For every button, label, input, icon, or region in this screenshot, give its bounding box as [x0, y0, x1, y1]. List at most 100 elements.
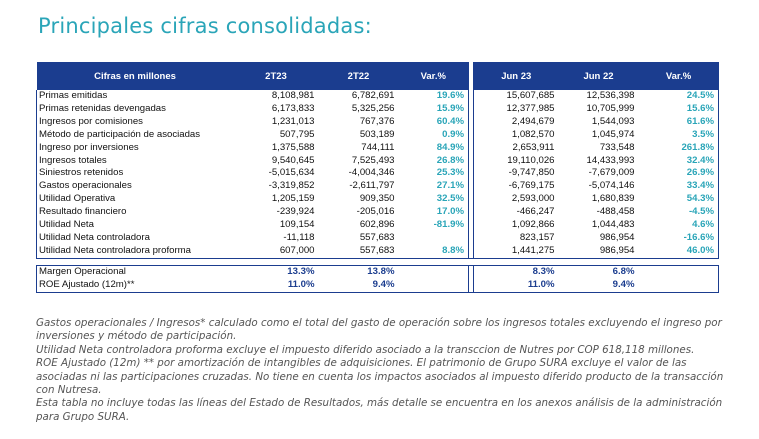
cell-value: 15.9%: [436, 102, 464, 114]
column-gap: [468, 219, 474, 232]
financial-table-container: Cifras en millones 2T23 2T22 Var.% Jun 23 Jun…: [36, 62, 719, 293]
cell-value: -5,015,634: [268, 167, 315, 179]
cell-value: 6,173,833: [271, 102, 315, 114]
cell-value: 909,350: [359, 193, 395, 205]
cell-value: 607,000: [233, 244, 319, 259]
cell-value: 26.8%: [436, 154, 464, 166]
row-label: Ingreso por inversiones: [36, 141, 234, 155]
cell-value: 17.0%: [436, 206, 464, 218]
cell-value: 767,376: [359, 115, 395, 127]
cell-value: 557,683: [318, 244, 399, 259]
cell-value: 10,705,999: [586, 102, 635, 114]
cell-value: [398, 278, 469, 293]
table-row: Método de participación de asociadas 507,…: [36, 128, 719, 142]
row-label: Utilidad Neta controladora: [36, 231, 234, 245]
cell-value: 25.3%: [436, 167, 464, 179]
footnote: Gastos operacionales / Ingresos* calcula…: [36, 317, 722, 343]
cell-value: 0.9%: [442, 128, 464, 140]
column-gap: [468, 278, 474, 293]
cell-value: 8,108,981: [271, 90, 315, 101]
table-row: Utilidad Neta 109,154 602,896 -81.9% 1,092,8…: [36, 219, 719, 232]
table-row: Ingresos por comisiones 1,231,013 767,376 6…: [36, 115, 719, 129]
column-gap: [468, 180, 474, 194]
cell-value: -2,611,797: [349, 180, 395, 192]
cell-value: -488,458: [596, 206, 635, 218]
cell-value: 109,154: [279, 219, 315, 231]
column-gap: [468, 102, 474, 116]
column-header: Cifras en millones: [36, 62, 234, 90]
cell-value: 19,110,026: [507, 154, 555, 166]
cell-value: 84.9%: [436, 141, 464, 153]
cell-value: 46.0%: [638, 244, 719, 259]
row-label: Utilidad Neta: [36, 219, 234, 232]
margin-row: ROE Ajustado (12m)** 11.0% 9.4% 11.0% 9.4%: [36, 278, 719, 293]
cell-value: 15.6%: [638, 102, 719, 116]
cell-value: 1,045,974: [591, 128, 635, 140]
cell-value: 1,044,483: [591, 219, 635, 231]
cell-value: 32.4%: [638, 154, 719, 168]
cell-value: -205,016: [356, 206, 395, 218]
row-label: Gastos operacionales: [36, 180, 234, 194]
cell-value: 12,536,398: [586, 90, 635, 101]
row-label: Siniestros retenidos: [36, 167, 234, 181]
column-gap: [468, 90, 474, 103]
cell-value: -3,319,852: [268, 180, 315, 192]
column-gap: [468, 115, 474, 129]
cell-value: 8.8%: [398, 244, 469, 259]
cell-value: -7,679,009: [588, 167, 635, 179]
cell-value: 9.4%: [558, 278, 639, 293]
cell-value: [398, 264, 469, 279]
cell-value: 1,205,159: [271, 193, 315, 205]
column-gap: [468, 167, 474, 181]
cell-value: -6,769,175: [508, 180, 555, 192]
cell-value: 602,896: [359, 219, 395, 231]
spacer-cell: [639, 258, 719, 265]
cell-value: 744,111: [361, 141, 395, 153]
cell-value: 4.6%: [638, 219, 719, 232]
cell-value: 12,377,985: [506, 102, 555, 114]
cell-value: -5,074,146: [588, 180, 635, 192]
row-label: Ingresos por comisiones: [36, 115, 234, 129]
table-row: Utilidad Neta controladora proforma 607,0…: [36, 244, 719, 259]
table-row: Primas retenidas devengadas 6,173,833 5,32…: [36, 102, 719, 116]
cell-value: -16.6%: [638, 231, 719, 245]
footnotes: Gastos operacionales / Ingresos* calcula…: [36, 317, 726, 424]
column-gap: [468, 154, 474, 168]
spacer-cell: [234, 258, 319, 265]
cell-value: 986,954: [558, 244, 639, 259]
cell-value: 13.3%: [233, 264, 319, 279]
spacer-cell: [37, 258, 234, 265]
column-header: 2T23: [233, 62, 319, 90]
cell-value: 261.8%: [638, 141, 719, 155]
column-header: Var.%: [638, 62, 719, 90]
margin-row: Margen Operacional 13.3% 13.8% 8.3% 6.8%: [36, 264, 719, 279]
cell-value: 823,157: [519, 231, 555, 243]
column-gap: [468, 244, 474, 259]
cell-value: 26.9%: [638, 167, 719, 181]
row-label: Resultado financiero: [36, 206, 234, 220]
cell-value: [638, 278, 719, 293]
cell-value: 6.8%: [558, 264, 639, 279]
cell-value: 2,653,911: [512, 141, 555, 153]
cell-value: 2,593,000: [511, 193, 555, 205]
cell-value: 15,607,685: [506, 90, 555, 101]
table-row: Ingreso por inversiones 1,375,588 744,111 8…: [36, 141, 719, 155]
cell-value: 7,525,493: [351, 154, 395, 166]
cell-value: -4,004,346: [348, 167, 395, 179]
cell-value: 3.5%: [638, 128, 719, 142]
row-label: Primas retenidas devengadas: [36, 102, 234, 116]
cell-value: 8.3%: [473, 264, 559, 279]
cell-value: 24.5%: [638, 90, 719, 103]
table-row: Resultado financiero -239,924 -205,016 17.0…: [36, 206, 719, 220]
cell-value: 5,325,256: [351, 102, 395, 114]
cell-value: 13.8%: [318, 264, 399, 279]
financial-table: Cifras en millones 2T23 2T22 Var.% Jun 23 Jun…: [36, 62, 719, 293]
cell-value: 32.5%: [436, 193, 464, 205]
cell-value: 9.4%: [318, 278, 399, 293]
footnote: Esta tabla no incluye todas las líneas d…: [36, 397, 723, 423]
cell-value: -11,118: [283, 231, 315, 243]
cell-value: -81.9%: [433, 219, 464, 231]
spacer-cell: [559, 258, 639, 265]
cell-value: 27.1%: [436, 180, 464, 192]
cell-value: 9,540,645: [271, 154, 315, 166]
